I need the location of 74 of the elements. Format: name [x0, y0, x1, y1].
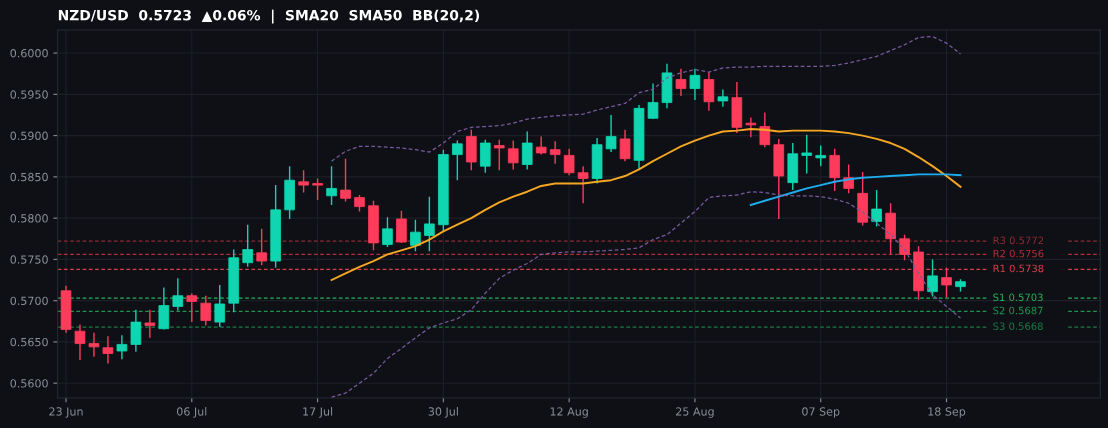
candlestick	[927, 258, 938, 298]
candlestick	[116, 334, 128, 360]
candlestick	[759, 111, 771, 148]
y-tick-label: 0.5700	[10, 296, 48, 306]
candlestick	[312, 177, 323, 201]
candlestick	[144, 309, 156, 339]
candlestick	[535, 135, 547, 156]
candlestick	[382, 216, 393, 248]
candlestick	[172, 277, 184, 312]
candlestick	[801, 134, 813, 175]
y-tick-label: 0.5650	[10, 337, 48, 347]
y-tick-label: 0.5900	[10, 131, 48, 140]
x-tick-label: 30 Jul	[428, 407, 458, 418]
candlestick	[298, 169, 309, 194]
candlestick	[941, 266, 952, 299]
candlestick	[871, 189, 882, 228]
x-tick-label: 12 Aug	[550, 407, 588, 418]
y-tick-label: 0.5950	[10, 90, 48, 99]
candlestick	[242, 224, 253, 268]
candlestick	[675, 68, 687, 97]
candlestick	[605, 114, 617, 153]
candlestick	[340, 158, 351, 203]
ref-line-label: S1 0.5703	[993, 293, 1043, 302]
candlestick	[577, 165, 589, 204]
x-tick-label: 18 Sep	[928, 407, 966, 418]
candlestick	[88, 332, 100, 358]
candlestick	[507, 139, 519, 171]
candlestick	[829, 148, 841, 192]
candlestick	[396, 210, 407, 244]
ref-line-label: S3 0.5668	[993, 322, 1043, 330]
candlestick	[186, 292, 198, 323]
x-tick-label: 17 Jul	[303, 407, 333, 418]
y-tick-label: 0.6000	[10, 49, 48, 58]
candlestick	[815, 144, 827, 167]
x-tick-label: 07 Sep	[802, 407, 840, 418]
candlestick	[703, 71, 715, 112]
candlestick	[158, 286, 170, 331]
line-series	[330, 191, 962, 398]
line-series	[330, 35, 962, 162]
x-tick-label: 06 Jul	[176, 407, 207, 418]
x-tick-label: 23 Jun	[49, 407, 83, 418]
candlestick	[493, 139, 505, 171]
candlestick	[452, 139, 463, 181]
candlestick	[689, 68, 701, 101]
x-tick-label: 25 Aug	[676, 407, 714, 418]
candlestick	[549, 140, 561, 165]
candlestick	[521, 130, 533, 171]
candlestick	[717, 88, 729, 108]
y-tick-label: 0.5850	[10, 172, 48, 182]
candlestick	[102, 335, 114, 365]
candlestick	[899, 233, 910, 261]
candlestick	[214, 284, 226, 328]
candlestick	[130, 309, 142, 353]
y-tick-label: 0.5800	[10, 214, 48, 223]
chart-title: NZD/USD 0.5723 ▲0.06% | SMA20 SMA50 BB(20,2)	[58, 9, 480, 24]
candlestick	[619, 129, 631, 162]
line-series	[749, 173, 962, 206]
y-tick-label: 0.5600	[10, 379, 48, 388]
candlestick	[74, 323, 86, 361]
ref-line-label: R2 0.5756	[993, 249, 1044, 258]
candlestick	[256, 228, 267, 266]
line-series	[330, 128, 962, 281]
ref-line-label: S2 0.5687	[993, 306, 1043, 315]
y-tick-label: 0.5750	[10, 255, 48, 264]
candlestick	[563, 148, 575, 176]
ref-line-label: R3 0.5772	[993, 236, 1044, 245]
candlestick	[200, 295, 212, 327]
candlestick	[424, 195, 435, 252]
candlestick	[647, 82, 659, 120]
ref-line-label: R1 0.5738	[993, 264, 1044, 273]
candlestick	[745, 116, 757, 138]
candlestick	[479, 139, 491, 174]
candlestick	[410, 219, 421, 252]
candlestick	[326, 165, 337, 206]
